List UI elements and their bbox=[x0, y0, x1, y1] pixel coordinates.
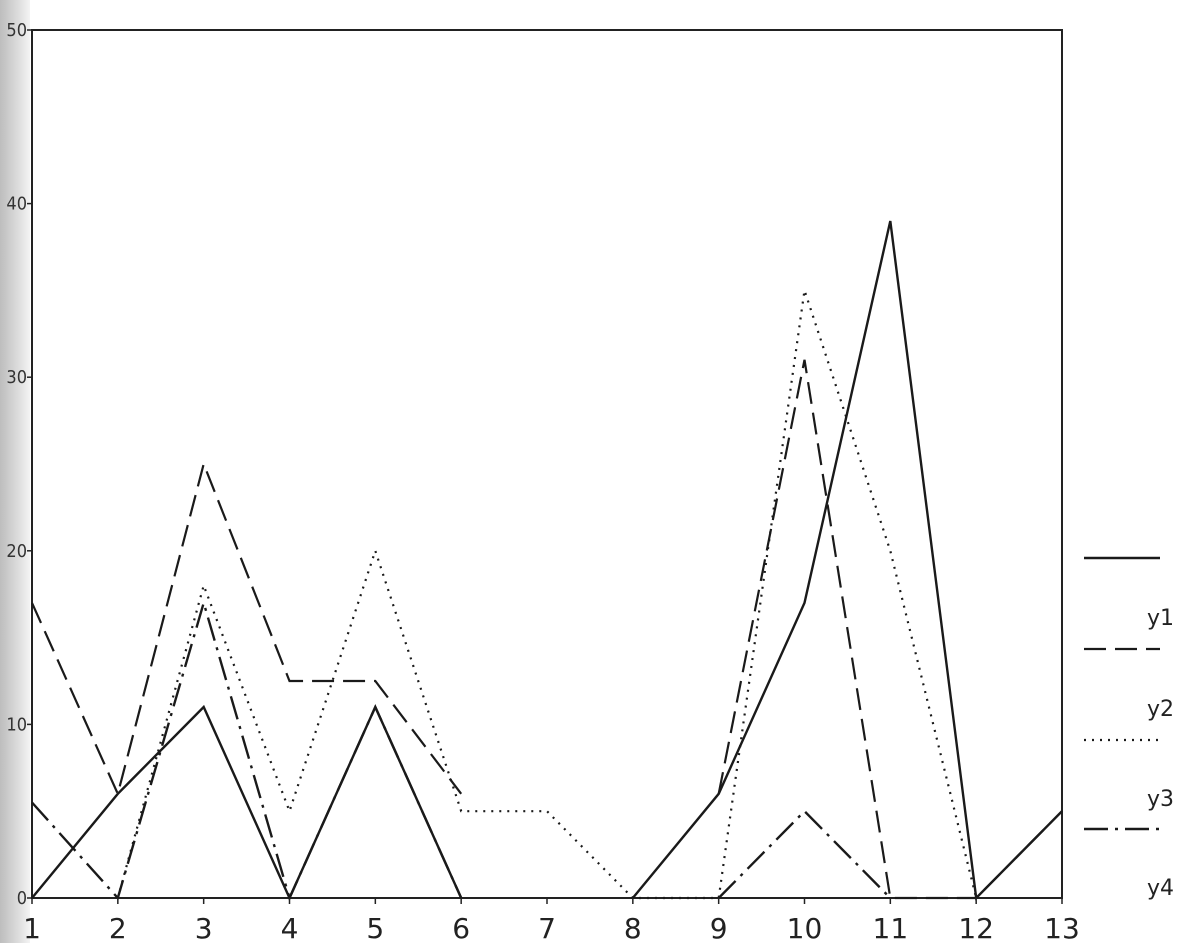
x-tick-label: 7 bbox=[538, 912, 556, 943]
x-tick-label: 12 bbox=[958, 912, 994, 943]
series-line-y3-part-1 bbox=[116, 290, 978, 900]
plot-frame bbox=[31, 29, 1063, 899]
x-tick-label: 10 bbox=[787, 912, 823, 943]
x-tick-label: 6 bbox=[452, 912, 470, 943]
series-line-y2-part-1 bbox=[30, 460, 463, 798]
legend-label-y3: y3 bbox=[1147, 787, 1174, 812]
x-tick-label: 8 bbox=[624, 912, 642, 943]
x-tick-label: 4 bbox=[281, 912, 299, 943]
series-line-y1-part-1 bbox=[31, 704, 463, 901]
y-tick-label: 40 bbox=[6, 194, 27, 215]
series-y4 bbox=[31, 598, 892, 902]
series-y2 bbox=[30, 359, 1063, 900]
x-tick-label: 11 bbox=[873, 912, 909, 943]
legend-label-y2: y2 bbox=[1147, 697, 1174, 722]
y-tick-label: 30 bbox=[6, 367, 27, 388]
series-line-y4-part-1 bbox=[31, 598, 463, 902]
x-tick-label: 9 bbox=[710, 912, 728, 943]
legend-label-y1: y1 bbox=[1147, 606, 1174, 631]
y-tick-label: 50 bbox=[6, 20, 27, 41]
y-axis-ticks: 0 10 20 30 40 50 bbox=[6, 20, 32, 909]
x-tick-label: 3 bbox=[195, 912, 213, 943]
series-y1 bbox=[31, 220, 1063, 901]
x-tick-label: 1 bbox=[23, 912, 41, 943]
series-line-y4-part-2 bbox=[717, 809, 892, 899]
x-tick-label: 2 bbox=[109, 912, 127, 943]
y-tick-label: 20 bbox=[6, 541, 27, 562]
x-tick-label: 13 bbox=[1044, 912, 1080, 943]
y-tick-label: 0 bbox=[17, 888, 27, 909]
y-tick-label: 10 bbox=[6, 714, 27, 735]
legend-label-y4: y4 bbox=[1147, 876, 1174, 901]
series-layer bbox=[30, 220, 1063, 902]
plot-border bbox=[31, 29, 1063, 899]
x-tick-label: 5 bbox=[366, 912, 384, 943]
series-line-y2-part-2 bbox=[717, 359, 1063, 900]
series-line-y1-part-2 bbox=[631, 220, 1063, 901]
series-y3 bbox=[116, 290, 978, 900]
scanned-paper-edge bbox=[0, 0, 30, 943]
legend: y1 y2 y3 y4 bbox=[1084, 556, 1174, 901]
x-axis-ticks: 1 2 3 4 5 6 7 8 9 10 11 12 13 bbox=[23, 898, 1080, 943]
